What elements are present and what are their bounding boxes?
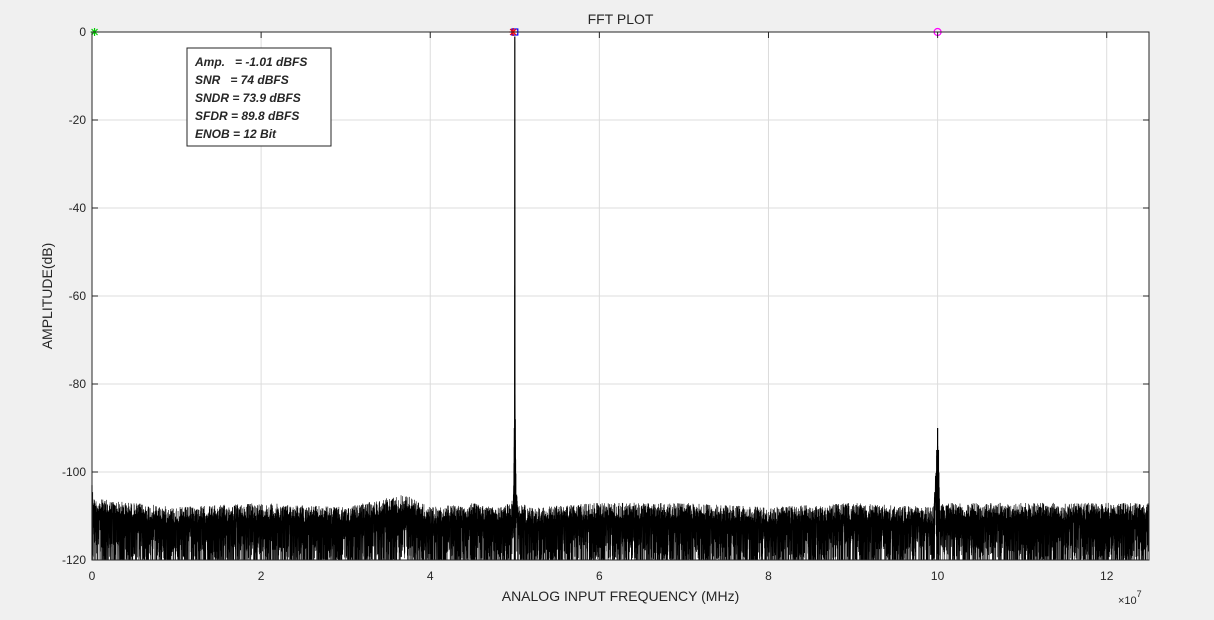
annotation-amp: Amp. = -1.01 dBFS [194,55,307,69]
y-tick-label: -40 [69,201,87,215]
x-tick-label: 8 [765,569,772,583]
x-exponent-power: 7 [1137,589,1142,599]
annotation-sndr: SNDR = 73.9 dBFS [195,91,301,105]
x-tick-label: 2 [258,569,265,583]
x-tick-label: 0 [89,569,96,583]
y-axis-label: AMPLITUDE(dB) [39,243,55,350]
stats-annotation-box: Amp. = -1.01 dBFS SNR = 74 dBFS SNDR = 7… [186,47,332,147]
spectrum-trace [91,36,1150,561]
x-tick-label: 10 [931,569,945,583]
y-tick-label: -100 [62,465,86,479]
x-axis-label: ANALOG INPUT FREQUENCY (MHz) [502,588,740,604]
spectrum-noise [91,41,1150,561]
chart-title: FFT PLOT [588,11,654,27]
axis-ticks: 0 2 4 6 8 10 12 0 -20 -40 -60 -80 -100 -120 [62,25,1149,583]
y-tick-label: -120 [62,553,86,567]
y-tick-label: -20 [69,113,87,127]
y-tick-label: 0 [79,25,86,39]
y-tick-label: -80 [69,377,87,391]
y-tick-label: -60 [69,289,87,303]
annotation-enob: ENOB = 12 Bit [195,127,277,141]
x-tick-label: 4 [427,569,434,583]
x-tick-label: 12 [1100,569,1114,583]
annotation-sfdr: SFDR = 89.8 dBFS [195,109,299,123]
x-exponent-label: ×107 [1118,589,1142,607]
x-tick-label: 6 [596,569,603,583]
annotation-snr: SNR = 74 dBFS [195,73,289,87]
